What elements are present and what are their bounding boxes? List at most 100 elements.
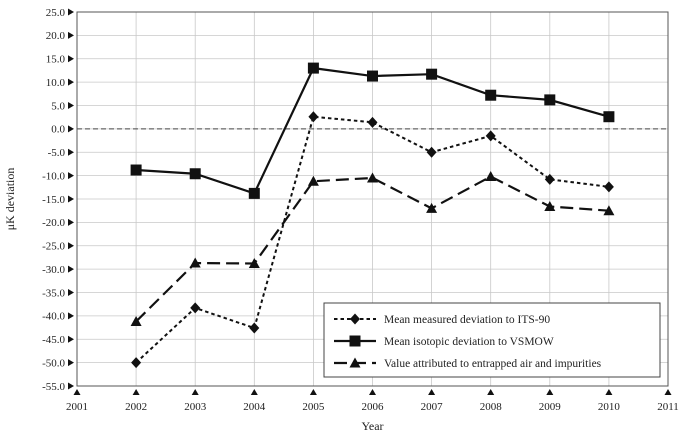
series-3-point-triangle [130,315,142,326]
series-3-point-triangle [485,171,497,182]
y-tick-label: 15.0 [46,54,66,66]
legend-label-3: Value attributed to entrapped air and im… [384,358,602,370]
y-tick-marker [68,8,74,16]
series-2-point-square [307,62,319,74]
y-tick-marker [68,102,74,109]
y-tick-marker [68,31,74,39]
series-1-point-diamond [367,116,378,128]
y-tick-label: 20.0 [46,30,66,42]
x-tick-label: 2004 [243,401,266,413]
y-tick-marker [68,195,74,203]
x-tick-marker [369,389,376,395]
series-1-point-diamond [131,357,142,369]
x-tick-label: 2003 [184,401,207,413]
y-tick-marker [68,265,74,273]
y-tick-marker [68,148,74,156]
y-tick-label: -45.0 [42,334,65,346]
y-tick-label: 5.0 [51,100,65,112]
y-tick-label: 0.0 [51,124,65,136]
x-tick-marker [73,389,81,395]
series-3-point-triangle [367,172,378,183]
series-2-point-square [426,68,438,80]
series-3-point-triangle [248,258,260,269]
y-tick-marker [68,218,74,226]
series-3-point-triangle [426,202,438,213]
series-1-point-diamond [249,322,260,334]
legend-label-1: Mean measured deviation to ITS-90 [384,314,550,326]
legend: Mean measured deviation to ITS-90 Mean is… [323,302,661,378]
y-tick-label: -55.0 [42,381,65,393]
x-tick-marker [250,389,258,395]
y-tick-marker [68,312,74,320]
axes: 25.0 20.0 15.0 10.0 5.0 0.0 -5.0 -10.0 -15.0 -20.… [42,7,679,413]
series-3-line [135,175,609,323]
series-group [130,62,615,369]
y-tick-marker [68,382,74,390]
series-1-point-diamond [485,130,496,142]
x-tick-marker [428,389,436,395]
series-3-point-triangle [603,205,615,216]
y-tick-marker [68,55,74,63]
y-tick-marker [68,335,74,343]
series-2-point-square [130,164,142,176]
legend-3-point-triangle [349,357,361,368]
y-tick-marker [68,289,74,296]
series-2-point-square [189,168,201,180]
y-tick-marker [68,359,74,367]
y-tick-marker [68,242,74,250]
series-2-point-square [367,70,378,82]
series-3 [130,171,615,326]
series-1 [131,111,614,369]
x-tick-label: 2006 [362,401,385,413]
x-tick-marker [546,389,554,395]
series-3-point-triangle [307,175,319,186]
y-tick-label: -25.0 [42,241,65,253]
legend-2-point-square [349,335,361,347]
x-tick-marker [132,389,140,395]
x-tick-label: 2011 [657,401,679,413]
y-tick-label: -15.0 [42,194,65,206]
x-tick-marker [309,389,317,395]
y-axis-title: μK deviation [3,168,17,231]
x-tick-marker [487,389,495,395]
y-tick-marker [68,125,74,133]
series-2 [130,62,615,199]
y-tick-marker [68,172,74,180]
plot-border [76,11,669,387]
y-tick-label: -10.0 [42,170,65,182]
y-tick-label: -50.0 [42,357,65,369]
legend-label-2: Mean isotopic deviation to VSMOW [384,336,554,348]
series-2-point-square [603,111,615,123]
legend-box [323,302,661,378]
x-tick-label: 2009 [539,401,562,413]
x-tick-marker [664,389,672,395]
series-2-point-square [248,187,260,199]
series-3-point-triangle [544,200,556,211]
x-tick-label: 2007 [421,401,444,413]
x-tick-label: 2008 [480,401,503,413]
y-tick-label: -30.0 [42,264,65,276]
series-2-point-square [485,89,497,101]
series-3-point-triangle [189,257,201,268]
y-tick-label: -35.0 [42,287,65,299]
x-tick-marker [605,389,613,395]
x-tick-label: 2001 [66,401,88,413]
series-1-point-diamond [308,111,319,123]
series-1-point-diamond [190,302,201,314]
series-2-point-square [544,94,556,106]
y-tick-label: -20.0 [42,217,65,229]
y-tick-label: -5.0 [48,147,66,159]
legend-1-point-diamond [350,313,360,325]
series-1-point-diamond [603,181,614,193]
x-tick-label: 2005 [302,401,325,413]
series-1-point-diamond [544,173,555,185]
x-axis-title: Year [361,419,383,433]
y-tick-label: -40.0 [42,311,65,323]
y-tick-label: 25.0 [46,7,66,19]
y-tick-label: 10.0 [46,77,66,89]
x-tick-label: 2002 [125,401,147,413]
x-tick-label: 2010 [598,401,621,413]
y-tick-marker [68,78,74,86]
series-1-line [135,115,610,364]
